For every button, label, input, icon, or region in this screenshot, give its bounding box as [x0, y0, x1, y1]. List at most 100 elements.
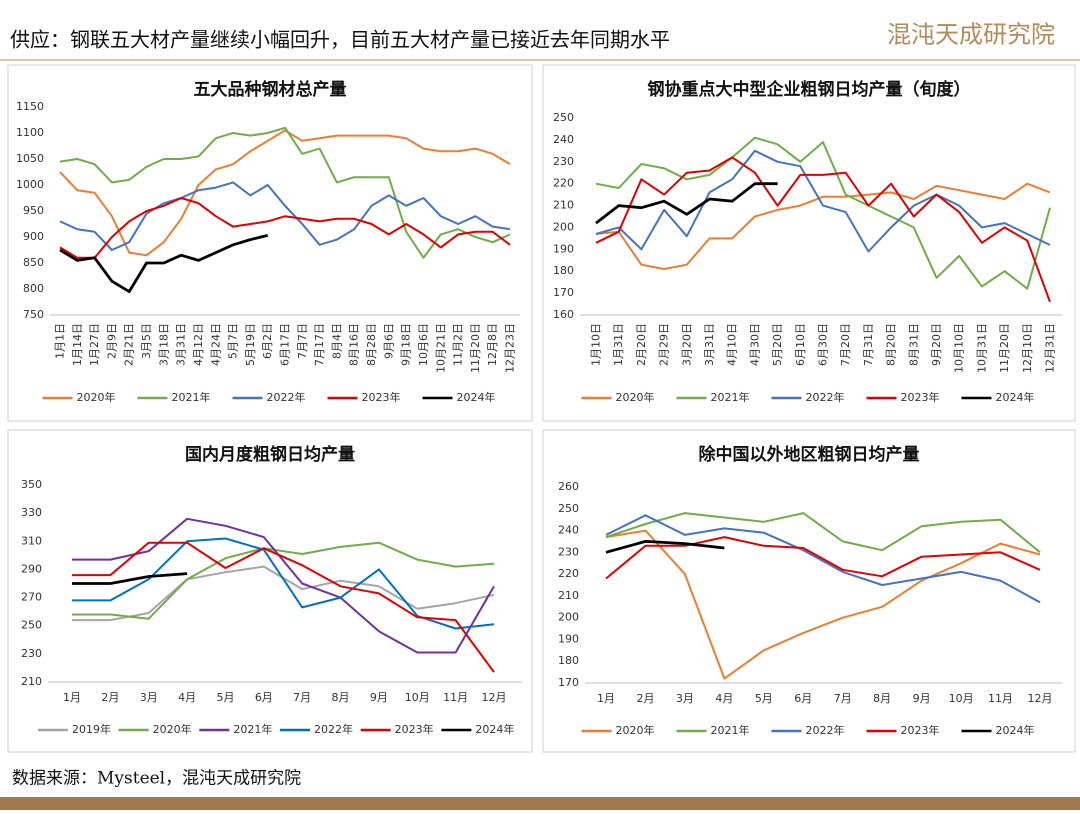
x-tick-label: 11月	[988, 692, 1013, 705]
x-tick-label: 12月10日	[1021, 323, 1034, 373]
x-tick-label: 9月6日	[382, 323, 395, 359]
y-tick-label: 350	[21, 478, 42, 491]
y-tick-label: 240	[558, 524, 579, 537]
x-tick-label: 8月	[873, 692, 891, 705]
series-line	[72, 517, 495, 654]
legend-label: 2023年	[901, 723, 940, 737]
y-tick-label: 1000	[16, 178, 44, 191]
x-tick-label: 1月31日	[612, 323, 625, 366]
legend-label: 2022年	[806, 390, 845, 404]
chart-title: 钢协重点大中型企业粗钢日均产量（旬度）	[648, 79, 971, 100]
x-tick-label: 3月31日	[703, 323, 716, 366]
panel	[542, 64, 1076, 422]
legend-label: 2021年	[172, 390, 211, 404]
x-tick-label: 11月20日	[998, 323, 1011, 373]
x-tick-label: 2月	[101, 691, 119, 704]
legend-label: 2020年	[77, 390, 116, 404]
series-line	[72, 572, 188, 585]
x-tick-label: 7月31日	[862, 323, 875, 366]
x-tick-label: 5月19日	[244, 323, 257, 366]
chart-title: 国内月度粗钢日均产量	[185, 444, 355, 465]
x-tick-label: 6月10日	[794, 323, 807, 366]
x-tick-label: 8月31日	[907, 323, 920, 366]
x-tick-label: 8月20日	[885, 323, 898, 366]
y-tick-label: 1100	[16, 126, 44, 139]
x-tick-label: 8月4日	[330, 323, 343, 359]
legend-label: 2022年	[806, 723, 845, 737]
x-tick-label: 2月29日	[658, 323, 671, 366]
legend-label: 2021年	[711, 390, 750, 404]
x-tick-label: 8月	[332, 691, 350, 704]
x-tick-label: 1月1日	[54, 323, 67, 359]
x-tick-label: 4月	[715, 692, 733, 705]
x-tick-label: 12月	[1028, 692, 1053, 705]
legend-label: 2024年	[457, 390, 496, 404]
y-tick-label: 250	[553, 111, 574, 124]
series-line	[72, 541, 495, 620]
y-tick-label: 230	[558, 545, 579, 558]
x-tick-label: 6月	[794, 692, 812, 705]
legend-label: 2024年	[996, 723, 1035, 737]
series-line	[59, 181, 511, 251]
x-tick-label: 7月20日	[839, 323, 852, 366]
x-tick-label: 4月12日	[192, 323, 205, 366]
y-tick-label: 310	[21, 534, 42, 547]
x-tick-label: 3月18日	[157, 323, 170, 366]
x-tick-label: 2月20日	[635, 323, 648, 366]
x-tick-label: 2月21日	[123, 323, 136, 366]
series-line	[595, 149, 1051, 253]
series-line	[595, 136, 1051, 290]
x-tick-label: 2月	[636, 692, 654, 705]
y-tick-label: 190	[558, 632, 579, 645]
x-tick-label: 8月28日	[365, 323, 378, 366]
x-tick-label: 12月31日	[1044, 323, 1057, 373]
x-tick-label: 2月9日	[105, 323, 118, 359]
x-tick-label: 11月2日	[452, 323, 465, 366]
series-line	[59, 197, 511, 259]
x-tick-label: 3月	[140, 691, 158, 704]
x-tick-label: 9月	[913, 692, 931, 705]
series-line	[605, 512, 1041, 554]
panel	[542, 429, 1076, 753]
series-line	[605, 529, 1041, 680]
x-tick-label: 9月	[370, 691, 388, 704]
x-tick-label: 7月7日	[296, 323, 309, 359]
y-tick-label: 210	[558, 589, 579, 602]
panel	[7, 64, 533, 422]
x-tick-label: 8月16日	[348, 323, 361, 366]
legend-label: 2021年	[233, 722, 272, 736]
x-tick-label: 5月7日	[227, 323, 240, 359]
x-tick-label: 10月	[405, 691, 430, 704]
x-tick-label: 3月31日	[175, 323, 188, 366]
x-tick-label: 4月30日	[748, 323, 761, 366]
y-tick-label: 190	[553, 242, 574, 255]
x-tick-label: 6月2日	[261, 323, 274, 359]
x-tick-label: 10月	[949, 692, 974, 705]
y-tick-label: 210	[21, 675, 42, 688]
y-tick-label: 180	[558, 654, 579, 667]
x-tick-label: 1月10日	[590, 323, 603, 366]
legend-label: 2021年	[711, 723, 750, 737]
x-tick-label: 1月	[63, 691, 81, 704]
header-title: 供应：钢联五大材产量继续小幅回升，目前五大材产量已接近去年同期水平	[10, 28, 670, 52]
y-tick-label: 180	[553, 264, 574, 277]
series-line	[605, 514, 1041, 604]
source: 数据来源：Mysteel，混沌天成研究院	[12, 769, 301, 789]
x-tick-label: 12月	[482, 691, 507, 704]
x-tick-label: 6月30日	[817, 323, 830, 366]
x-tick-label: 9月20日	[930, 323, 943, 366]
legend-label: 2022年	[267, 390, 306, 404]
x-tick-label: 11月20日	[469, 323, 482, 373]
series-line	[605, 536, 1041, 580]
y-tick-label: 800	[23, 282, 44, 295]
y-tick-label: 220	[553, 177, 574, 190]
y-tick-label: 200	[553, 220, 574, 233]
y-tick-label: 240	[553, 133, 574, 146]
y-tick-label: 1050	[16, 152, 44, 165]
legend-label: 2023年	[395, 722, 434, 736]
y-tick-label: 170	[553, 286, 574, 299]
y-tick-label: 750	[23, 308, 44, 321]
x-tick-label: 7月17日	[313, 323, 326, 366]
series-line	[72, 541, 495, 673]
